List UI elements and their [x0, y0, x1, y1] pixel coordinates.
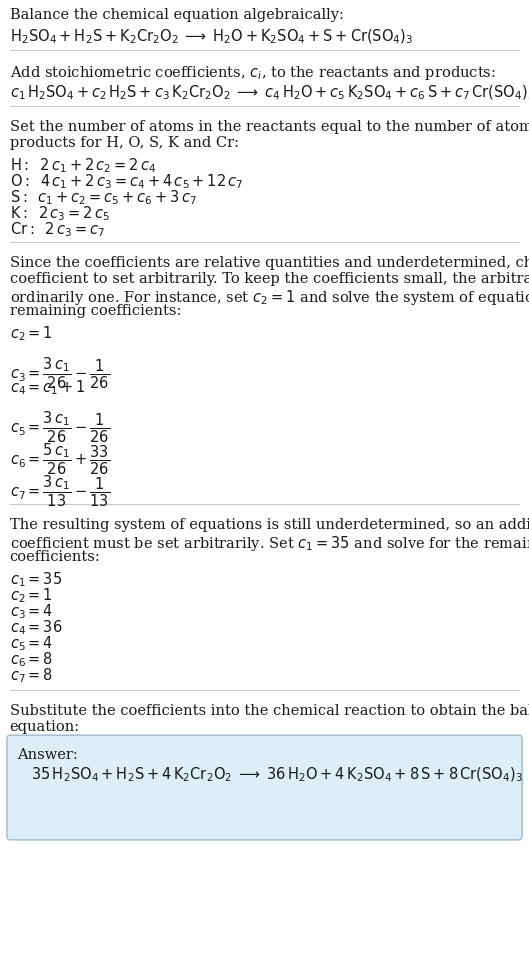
Text: $\mathrm{S{:}}\;\;  c_1 + c_2 = c_5 + c_6 + 3\,c_7$: $\mathrm{S{:}}\;\; c_1 + c_2 = c_5 + c_6… — [10, 188, 196, 207]
Text: ordinarily one. For instance, set $c_2 = 1$ and solve the system of equations fo: ordinarily one. For instance, set $c_2 =… — [10, 288, 529, 307]
Text: equation:: equation: — [10, 720, 80, 734]
Text: $c_3 = \dfrac{3\,c_1}{26} - \dfrac{1}{26}$: $c_3 = \dfrac{3\,c_1}{26} - \dfrac{1}{26… — [10, 356, 110, 391]
Text: $c_6 = 8$: $c_6 = 8$ — [10, 650, 53, 668]
Text: Substitute the coefficients into the chemical reaction to obtain the balanced: Substitute the coefficients into the che… — [10, 704, 529, 718]
Text: coefficient must be set arbitrarily. Set $c_1 = 35$ and solve for the remaining: coefficient must be set arbitrarily. Set… — [10, 534, 529, 553]
Text: $c_6 = \dfrac{5\,c_1}{26} + \dfrac{33}{26}$: $c_6 = \dfrac{5\,c_1}{26} + \dfrac{33}{2… — [10, 442, 110, 477]
Text: $c_7 = 8$: $c_7 = 8$ — [10, 666, 53, 685]
Text: Answer:: Answer: — [17, 748, 78, 762]
Text: $c_2 = 1$: $c_2 = 1$ — [10, 586, 52, 605]
Text: $\mathrm{O{:}}\;\;  4\,c_1 + 2\,c_3 = c_4 + 4\,c_5 + 12\,c_7$: $\mathrm{O{:}}\;\; 4\,c_1 + 2\,c_3 = c_4… — [10, 172, 243, 190]
Text: $c_4 = c_1 + 1$: $c_4 = c_1 + 1$ — [10, 378, 85, 397]
Text: coefficient to set arbitrarily. To keep the coefficients small, the arbitrary va: coefficient to set arbitrarily. To keep … — [10, 272, 529, 286]
Text: $c_3 = 4$: $c_3 = 4$ — [10, 602, 53, 621]
Text: Balance the chemical equation algebraically:: Balance the chemical equation algebraica… — [10, 8, 343, 22]
Text: coefficients:: coefficients: — [10, 550, 101, 564]
Text: $c_7 = \dfrac{3\,c_1}{13} - \dfrac{1}{13}$: $c_7 = \dfrac{3\,c_1}{13} - \dfrac{1}{13… — [10, 474, 110, 509]
Text: Set the number of atoms in the reactants equal to the number of atoms in the: Set the number of atoms in the reactants… — [10, 120, 529, 134]
Text: $\mathrm{H{:}}\;\;  2\,c_1 + 2\,c_2 = 2\,c_4$: $\mathrm{H{:}}\;\; 2\,c_1 + 2\,c_2 = 2\,… — [10, 156, 156, 175]
Text: The resulting system of equations is still underdetermined, so an additional: The resulting system of equations is sti… — [10, 518, 529, 532]
Text: $35\,\mathrm{H_2SO_4} + \mathrm{H_2S} + 4\,\mathrm{K_2Cr_2O_2}\;\longrightarrow\: $35\,\mathrm{H_2SO_4} + \mathrm{H_2S} + … — [31, 766, 523, 784]
Text: $c_5 = \dfrac{3\,c_1}{26} - \dfrac{1}{26}$: $c_5 = \dfrac{3\,c_1}{26} - \dfrac{1}{26… — [10, 410, 110, 445]
Text: products for H, O, S, K and Cr:: products for H, O, S, K and Cr: — [10, 136, 239, 150]
Text: $c_1 = 35$: $c_1 = 35$ — [10, 570, 62, 588]
Text: $c_4 = 36$: $c_4 = 36$ — [10, 618, 62, 637]
Text: remaining coefficients:: remaining coefficients: — [10, 304, 181, 318]
Text: $\mathrm{H_2SO_4 + H_2S + K_2Cr_2O_2 \;\longrightarrow\; H_2O + K_2SO_4 + S + Cr: $\mathrm{H_2SO_4 + H_2S + K_2Cr_2O_2 \;\… — [10, 28, 413, 46]
Text: Add stoichiometric coefficients, $c_i$, to the reactants and products:: Add stoichiometric coefficients, $c_i$, … — [10, 64, 495, 82]
Text: $c_2 = 1$: $c_2 = 1$ — [10, 324, 52, 343]
Text: $\mathrm{Cr{:}}\;\; 2\,c_3 = c_7$: $\mathrm{Cr{:}}\;\; 2\,c_3 = c_7$ — [10, 220, 105, 239]
Text: Since the coefficients are relative quantities and underdetermined, choose a: Since the coefficients are relative quan… — [10, 256, 529, 270]
Text: $c_5 = 4$: $c_5 = 4$ — [10, 634, 53, 653]
Text: $\mathrm{K{:}}\;\;  2\,c_3 = 2\,c_5$: $\mathrm{K{:}}\;\; 2\,c_3 = 2\,c_5$ — [10, 204, 110, 223]
Text: $c_1\,\mathrm{H_2SO_4} + c_2\,\mathrm{H_2S} + c_3\,\mathrm{K_2Cr_2O_2}\;\longrig: $c_1\,\mathrm{H_2SO_4} + c_2\,\mathrm{H_… — [10, 84, 529, 102]
